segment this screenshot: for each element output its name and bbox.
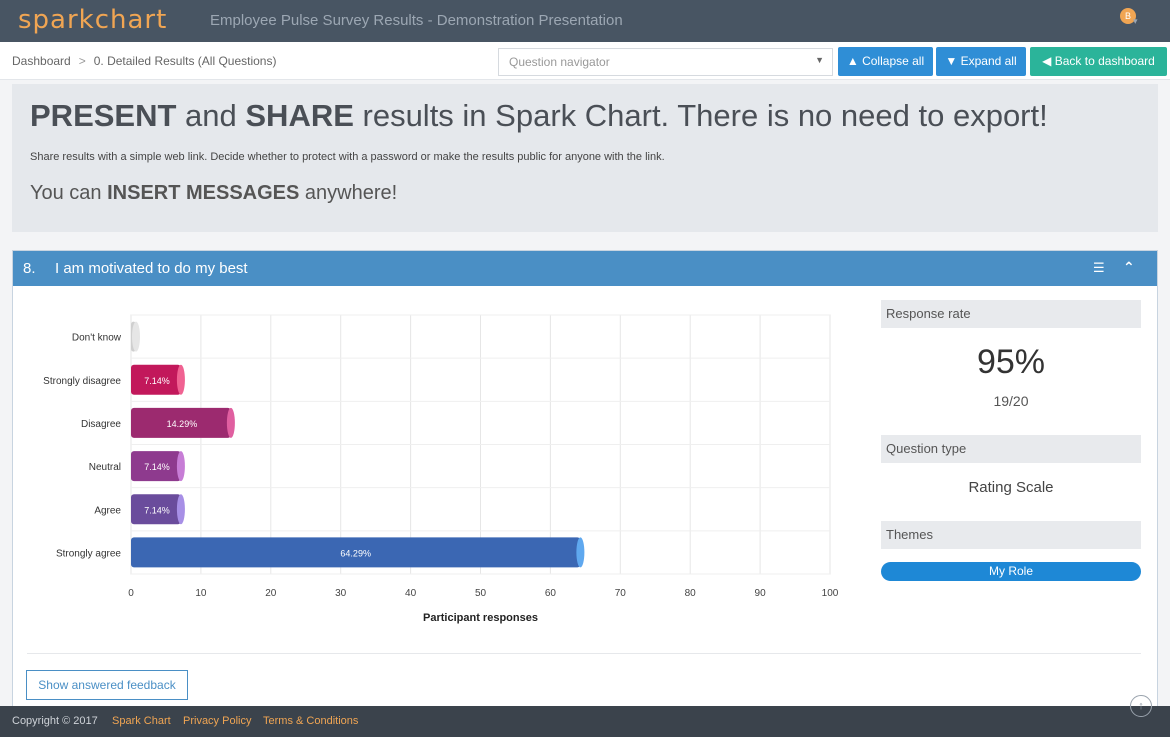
bar xyxy=(131,407,231,438)
question-type-value: Rating Scale xyxy=(968,479,1054,496)
collapse-all-label: Collapse all xyxy=(862,54,925,68)
question-header[interactable]: 8. I am motivated to do my best ☰ ⌃ xyxy=(13,251,1157,286)
show-feedback-button[interactable]: Show answered feedback xyxy=(26,670,188,700)
data-label: 7.14% xyxy=(144,462,170,472)
dropdown-caret-icon: ▼ xyxy=(815,55,824,65)
response-rate-value: 95% xyxy=(976,343,1046,381)
bar-cap xyxy=(226,407,235,438)
bar-chart: 0 10 20 30 40 50 60 70 80 90 100 Don't know Strongly… xyxy=(43,314,839,624)
bar xyxy=(131,537,581,568)
scroll-to-top-icon[interactable]: ↑ xyxy=(1130,695,1152,717)
breadcrumb-separator: > xyxy=(78,54,86,68)
sparkchart-logo[interactable]: sparkchart xyxy=(18,5,168,35)
themes-header: Themes xyxy=(881,521,1141,549)
footer: Copyright © 2017 Spark Chart Privacy Pol… xyxy=(0,695,1170,737)
headline-and: and xyxy=(176,98,246,133)
bar xyxy=(131,364,181,395)
x-tick-label: 30 xyxy=(335,588,347,599)
message-insert-line: You can INSERT MESSAGES anywhere! xyxy=(30,182,397,205)
x-tick-label: 50 xyxy=(475,588,487,599)
bar xyxy=(131,451,181,482)
chevron-down-icon: ▼ xyxy=(945,54,958,68)
x-tick-label: 70 xyxy=(615,588,627,599)
question-card: 8. I am motivated to do my best ☰ ⌃ 0 10 2… xyxy=(12,250,1158,708)
bar-cap xyxy=(176,451,185,482)
bar-cap xyxy=(176,494,185,525)
x-tick-label: 40 xyxy=(405,588,417,599)
x-tick-label: 100 xyxy=(822,588,839,599)
category-label: Neutral xyxy=(89,462,121,473)
message-headline: PRESENT and SHARE results in Spark Chart… xyxy=(30,98,1048,134)
headline-rest: results in Spark Chart. There is no need… xyxy=(353,98,1048,133)
breadcrumb-current: 0. Detailed Results (All Questions) xyxy=(93,54,277,68)
category-label: Strongly agree xyxy=(56,548,121,559)
insert-emphasis: INSERT MESSAGES xyxy=(107,182,300,204)
user-avatar[interactable]: B xyxy=(1120,8,1136,24)
question-title: I am motivated to do my best xyxy=(55,260,248,277)
breadcrumb-dashboard-link[interactable]: Dashboard xyxy=(12,54,71,68)
question-navigator-select[interactable]: Question navigator ▼ xyxy=(498,48,833,76)
category-label: Disagree xyxy=(81,419,121,430)
bar-cap xyxy=(176,364,185,395)
message-panel: PRESENT and SHARE results in Spark Chart… xyxy=(12,84,1158,232)
hamburger-menu-icon[interactable]: ☰ xyxy=(1093,260,1105,275)
question-navigator-placeholder: Question navigator xyxy=(509,55,610,69)
divider xyxy=(27,653,1141,654)
collapse-all-button[interactable]: ▲ Collapse all xyxy=(838,47,933,76)
x-tick-label: 90 xyxy=(755,588,767,599)
question-number: 8. xyxy=(23,260,36,277)
sub-toolbar: Dashboard > 0. Detailed Results (All Que… xyxy=(0,42,1170,80)
footer-link-terms[interactable]: Terms & Conditions xyxy=(263,715,359,727)
footer-link-privacy-policy[interactable]: Privacy Policy xyxy=(183,715,252,727)
category-label: Don't know xyxy=(72,333,122,344)
bar xyxy=(131,494,181,525)
x-tick-label: 80 xyxy=(685,588,697,599)
breadcrumb: Dashboard > 0. Detailed Results (All Que… xyxy=(12,54,276,68)
back-to-dashboard-label: Back to dashboard xyxy=(1054,54,1155,68)
expand-all-label: Expand all xyxy=(960,54,1017,68)
category-label: Strongly disagree xyxy=(43,376,121,387)
user-menu-chevron-icon[interactable]: ▾ xyxy=(1133,16,1138,26)
response-rate-header: Response rate xyxy=(881,300,1141,328)
message-subtext: Share results with a simple web link. De… xyxy=(30,151,665,163)
x-tick-label: 10 xyxy=(195,588,207,599)
x-tick-label: 20 xyxy=(265,588,277,599)
response-rate-count: 19/20 xyxy=(993,393,1029,409)
x-tick-label: 60 xyxy=(545,588,557,599)
x-tick-label: 0 xyxy=(128,588,134,599)
bar-cap xyxy=(576,537,585,568)
headline-present: PRESENT xyxy=(30,98,177,133)
presentation-title: Employee Pulse Survey Results - Demonstr… xyxy=(210,12,623,29)
category-label: Agree xyxy=(94,505,121,516)
theme-badge[interactable]: My Role xyxy=(881,562,1141,581)
copyright-text: Copyright © 2017 xyxy=(12,715,98,727)
arrow-left-icon: ◀ xyxy=(1042,54,1052,68)
headline-share: SHARE xyxy=(245,98,354,133)
x-axis-title: Participant responses xyxy=(423,612,538,624)
chevron-up-icon: ▲ xyxy=(846,54,859,68)
data-label: 64.29% xyxy=(340,548,371,558)
back-to-dashboard-button[interactable]: ◀ Back to dashboard xyxy=(1030,47,1167,76)
data-label: 7.14% xyxy=(144,505,170,515)
question-type-header: Question type xyxy=(881,435,1141,463)
top-bar: sparkchart Employee Pulse Survey Results… xyxy=(0,0,1170,42)
bar-cap xyxy=(132,321,140,352)
footer-link-spark-chart[interactable]: Spark Chart xyxy=(112,715,171,727)
insert-suffix: anywhere! xyxy=(299,182,398,204)
data-label: 7.14% xyxy=(144,376,170,386)
expand-all-button[interactable]: ▼ Expand all xyxy=(936,47,1026,76)
insert-prefix: You can xyxy=(30,182,108,204)
chevron-up-icon[interactable]: ⌃ xyxy=(1123,259,1135,275)
data-label: 14.29% xyxy=(167,419,198,429)
